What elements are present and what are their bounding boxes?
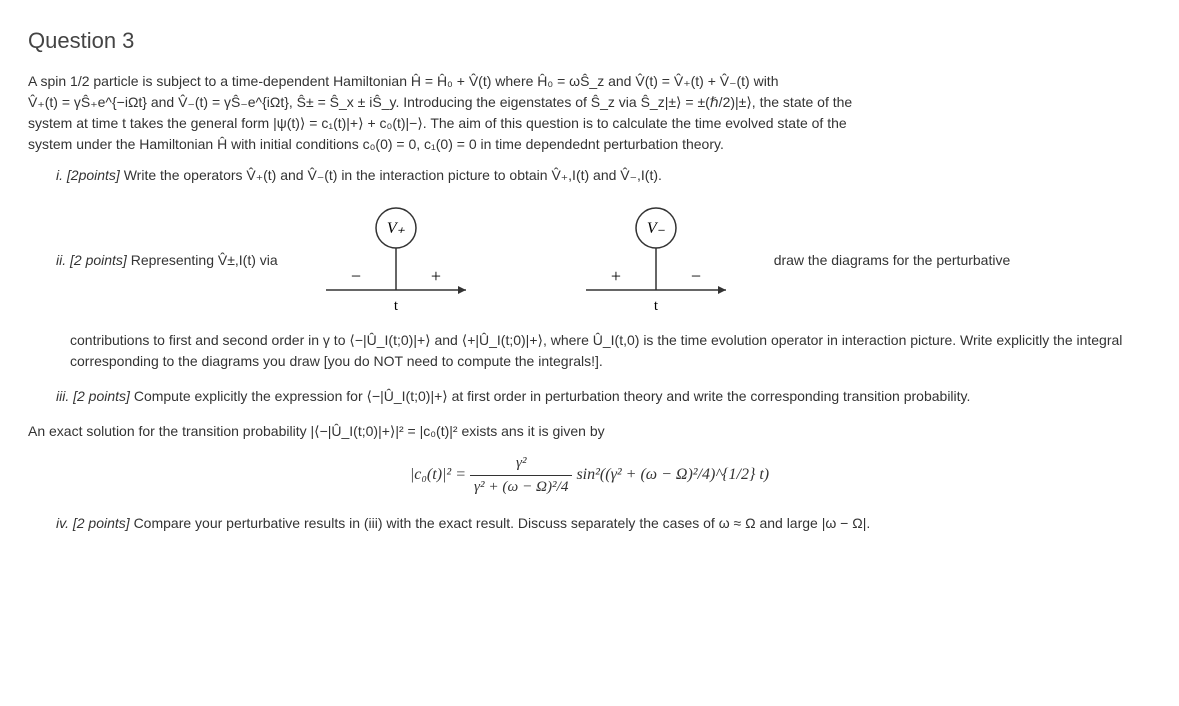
- vminus-arrowhead: [718, 286, 726, 294]
- diagram-v-minus: V₋ + − t: [566, 200, 746, 320]
- part-iv-label: iv. [2 points]: [56, 515, 130, 531]
- exact-formula: |c₀(t)|² = γ² γ² + (ω − Ω)²/4 sin²((γ² +…: [28, 452, 1151, 499]
- part-i-text: Write the operators V̂₊(t) and V̂₋(t) in…: [124, 167, 662, 183]
- formula-denominator: γ² + (ω − Ω)²/4: [470, 476, 572, 499]
- vminus-left-sign: +: [611, 266, 621, 286]
- formula-numerator: γ²: [470, 452, 572, 476]
- intro-line-1: A spin 1/2 particle is subject to a time…: [28, 73, 778, 89]
- vplus-axis-label: t: [394, 298, 399, 314]
- exact-lead: An exact solution for the transition pro…: [28, 421, 1151, 442]
- vplus-circle-label: V₊: [387, 220, 406, 237]
- intro-block: A spin 1/2 particle is subject to a time…: [28, 71, 1151, 155]
- part-iii-label: iii. [2 points]: [56, 388, 130, 404]
- part-iii-text: Compute explicitly the expression for ⟨−…: [134, 388, 971, 404]
- part-ii-trail: draw the diagrams for the perturbative: [774, 250, 1011, 271]
- part-ii-label: ii. [2 points]: [56, 252, 127, 268]
- part-iii: iii. [2 points] Compute explicitly the e…: [56, 386, 1151, 407]
- intro-line-2: V̂₊(t) = γŜ₊e^{−iΩt} and V̂₋(t) = γŜ₋e^{…: [28, 94, 852, 110]
- question-title: Question 3: [28, 24, 1151, 57]
- vplus-right-sign: +: [431, 266, 441, 286]
- part-iv-text: Compare your perturbative results in (ii…: [134, 515, 871, 531]
- vminus-right-sign: −: [691, 266, 701, 286]
- part-ii-lead: Representing V̂±,I(t) via: [131, 252, 278, 268]
- diagram-v-plus: V₊ − + t: [306, 200, 486, 320]
- formula-fraction: γ² γ² + (ω − Ω)²/4: [470, 452, 572, 499]
- intro-line-4: system under the Hamiltonian Ĥ with init…: [28, 136, 724, 152]
- vminus-circle-label: V₋: [647, 220, 666, 237]
- part-i-label: i. [2points]: [56, 167, 120, 183]
- vplus-arrowhead: [458, 286, 466, 294]
- intro-line-3: system at time t takes the general form …: [28, 115, 847, 131]
- formula-rhs: sin²((γ² + (ω − Ω)²/4)^{1/2} t): [576, 466, 769, 483]
- vminus-axis-label: t: [654, 298, 659, 314]
- part-ii: ii. [2 points] Representing V̂±,I(t) via…: [56, 200, 1151, 372]
- part-ii-body: contributions to first and second order …: [70, 330, 1151, 372]
- diagram-pair: V₊ − + t V₋: [306, 200, 746, 320]
- vplus-left-sign: −: [351, 266, 361, 286]
- part-i: i. [2points] Write the operators V̂₊(t) …: [56, 165, 1151, 186]
- formula-lhs: |c₀(t)|² =: [410, 466, 470, 483]
- part-iv: iv. [2 points] Compare your perturbative…: [56, 513, 1151, 534]
